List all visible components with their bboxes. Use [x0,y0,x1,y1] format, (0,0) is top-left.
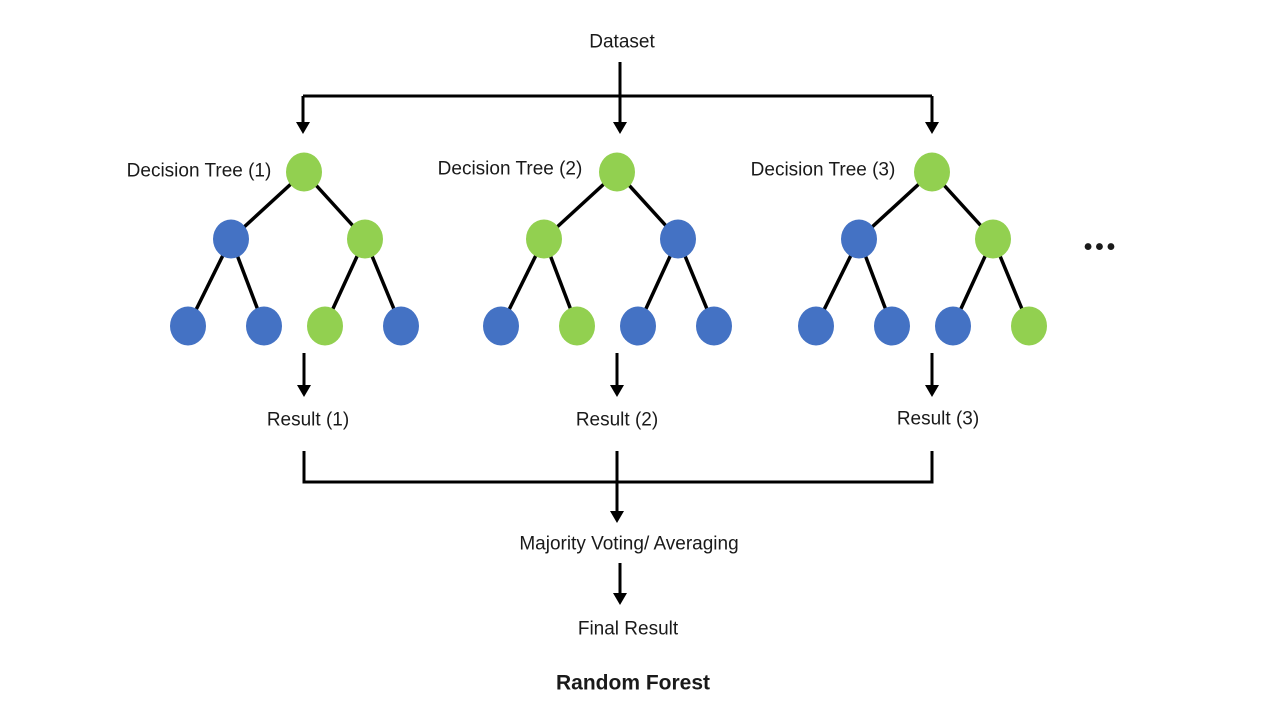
tree-1-leaf-node-1 [170,306,206,346]
tree-3-internal-node-2 [975,219,1011,259]
tree-1-internal-node-2 [347,219,383,259]
result-1-label: Result (1) [266,409,350,431]
diagram-title: Random Forest [555,671,711,695]
tree-1-leaf-node-2 [246,306,282,346]
tree-1-root-node [286,152,322,192]
decision-tree-3-label: Decision Tree (3) [750,159,896,181]
results-merge-bracket [302,451,934,484]
tree-3-root-node [914,152,950,192]
merge-arrow-head [610,511,624,523]
dataset-label: Dataset [589,31,655,53]
tree-2-leaf-node-2 [559,306,595,346]
tree-3-leaf-node-2 [874,306,910,346]
more-trees-ellipsis: ••• [1083,233,1119,261]
split-arrow-left-head [296,122,310,134]
tree-2-root-node [599,152,635,192]
split-arrow-right-head [925,122,939,134]
tree-3-internal-node-1 [841,219,877,259]
tree-1-result-arrow-head [297,385,311,397]
result-3-label: Result (3) [896,408,980,430]
tree-1-internal-node-1 [213,219,249,259]
aggregation-label: Majority Voting/ Averaging [519,533,739,555]
decision-tree-2-label: Decision Tree (2) [437,158,583,180]
decision-tree-1 [170,152,419,346]
tree-3-leaf-node-4 [1011,306,1047,346]
tree-2-result-arrow-head [610,385,624,397]
decision-tree-2 [483,152,732,346]
tree-1-leaf-node-4 [383,306,419,346]
tree-2-internal-node-1 [526,219,562,259]
trees-layer [170,152,1047,346]
tree-2-leaf-node-1 [483,306,519,346]
result-2-label: Result (2) [575,409,659,431]
decision-tree-1-label: Decision Tree (1) [126,160,272,182]
tree-1-leaf-node-3 [307,306,343,346]
tree-2-internal-node-2 [660,219,696,259]
tree-3-result-arrow-head [925,385,939,397]
tree-3-leaf-node-1 [798,306,834,346]
final-result-label: Final Result [577,618,679,640]
final-result-arrow-head [613,593,627,605]
dataset-arrow-head [613,122,627,134]
tree-3-leaf-node-3 [935,306,971,346]
decision-tree-3 [798,152,1047,346]
tree-2-leaf-node-4 [696,306,732,346]
tree-2-leaf-node-3 [620,306,656,346]
